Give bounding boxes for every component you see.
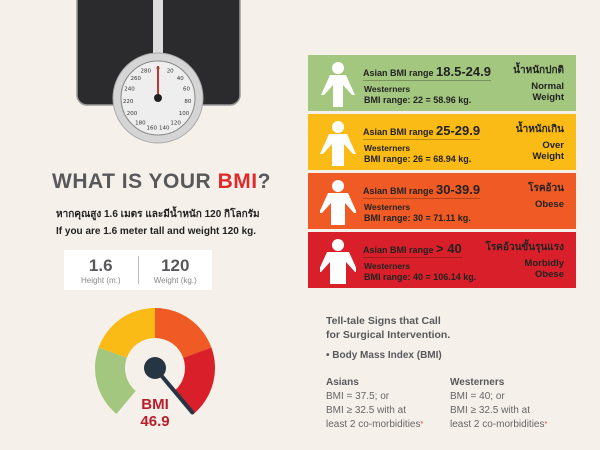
weight-value: 120 [161,255,190,275]
asian-range: Asian BMI range 25-29.9 [363,123,481,140]
westerners-line2: BMI ≥ 32.5 with at [450,405,530,416]
category-thai: น้ำหนักปกติ [513,65,564,76]
bmi-range-cards: Asian BMI range 18.5-24.9 Westerners BMI… [308,55,576,291]
gauge-hub [144,357,166,379]
signs-line1: Tell-tale Signs that Call [326,315,441,327]
westerners-range: BMI range: 26 = 68.94 kg. [364,154,472,164]
dial-number: 240 [124,87,135,93]
height-value: 1.6 [88,255,113,275]
bmi-card: Asian BMI range 18.5-24.9 Westerners BMI… [308,55,576,111]
asians-line1: BMI = 37.5; or [326,391,390,402]
dial-number: 280 [141,69,152,75]
westerners-label: Westerners [364,261,411,271]
body-silhouette-icon [320,239,356,284]
subtitle-english: If you are 1.6 meter tall and weight 120… [56,226,257,237]
category-thai: โรคอ้วน [528,183,564,194]
category-english: Over Weight [532,140,565,162]
category-english: Morbidly Obese [524,258,564,280]
dial-number: 40 [177,76,184,82]
bmi-inputs: 1.6 Height (m.) 120 Weight (kg.) [64,250,212,290]
dial-number: 180 [135,120,146,126]
page-title: WHAT IS YOUR BMI? [52,170,271,193]
asians-heading: Asians [326,377,359,388]
category-english: Normal Weight [531,81,564,103]
dial-number: 20 [167,69,174,75]
gauge-segment-morbid [174,347,215,414]
subtitle-thai: หากคุณสูง 1.6 เมตร และมีน้ำหนัก 120 กิโล… [56,209,260,220]
bmi-card: Asian BMI range 30-39.9 Westerners BMI r… [308,173,576,229]
dial-number: 220 [123,99,134,105]
body-silhouette-icon [320,121,356,166]
bmi-gauge [94,308,215,415]
body-silhouette-icon [320,180,356,225]
asian-range: Asian BMI range 18.5-24.9 [363,64,491,81]
category-thai: น้ำหนักเกิน [515,124,564,135]
dial-number: 80 [184,99,191,105]
asians-line3: least 2 co-morbidities* [326,419,424,430]
bmi-card: Asian BMI range > 40 Westerners BMI rang… [308,232,576,288]
westerners-line3: least 2 co-morbidities* [450,419,548,430]
category-english: Obese [534,199,564,210]
westerners-range: BMI range: 40 = 106.14 kg. [364,272,477,282]
westerners-line1: BMI = 40; or [450,391,505,402]
bmi-result: BMI 46.9 [125,396,185,430]
bmi-result-value: 46.9 [140,413,170,430]
dial-number: 140 [159,125,170,131]
westerners-label: Westerners [364,202,411,212]
dial-number: 60 [183,87,190,93]
asian-range: Asian BMI range > 40 [363,241,462,258]
divider [137,256,139,284]
bmi-bullet: • Body Mass Index (BMI) [326,350,442,361]
asians-criteria: Asians BMI = 37.5; or BMI ≥ 32.5 with at… [326,376,423,432]
signs-line2: for Surgical Intervention. [326,329,451,341]
dial-number: 260 [130,76,141,82]
dial-number: 100 [179,111,190,117]
dial-number: 120 [170,120,181,126]
westerners-label: Westerners [364,143,411,153]
weight-label: Weight (kg.) [153,275,197,285]
asian-range: Asian BMI range 30-39.9 [363,182,481,199]
bathroom-scale-image: 020406080100120140160180200220240260280 [76,0,241,144]
asians-line2: BMI ≥ 32.5 with at [326,405,406,416]
body-silhouette-icon [321,62,355,107]
bmi-card: Asian BMI range 25-29.9 Westerners BMI r… [308,114,576,170]
westerners-criteria: Westerners BMI = 40; or BMI ≥ 32.5 with … [450,376,547,432]
dial-number: 200 [127,111,138,117]
dial-number: 160 [147,125,158,131]
weight-field[interactable]: 120 Weight (kg.) [139,256,213,285]
westerners-range: BMI range: 30 = 71.11 kg. [364,213,471,223]
gauge-segment-overweight [98,308,155,358]
gauge-segment-normal [94,347,136,414]
westerners-label: Westerners [364,84,411,94]
bmi-result-label: BMI [141,396,169,413]
category-thai: โรคอ้วนขั้นรุนแรง [485,242,564,253]
surgical-signs-heading: Tell-tale Signs that Call for Surgical In… [326,314,450,342]
height-field[interactable]: 1.6 Height (m.) [64,256,138,285]
westerners-range: BMI range: 22 = 58.96 kg. [364,95,472,105]
gauge-segment-obese [155,308,212,358]
height-label: Height (m.) [80,275,121,285]
westerners-heading: Westerners [450,377,505,388]
